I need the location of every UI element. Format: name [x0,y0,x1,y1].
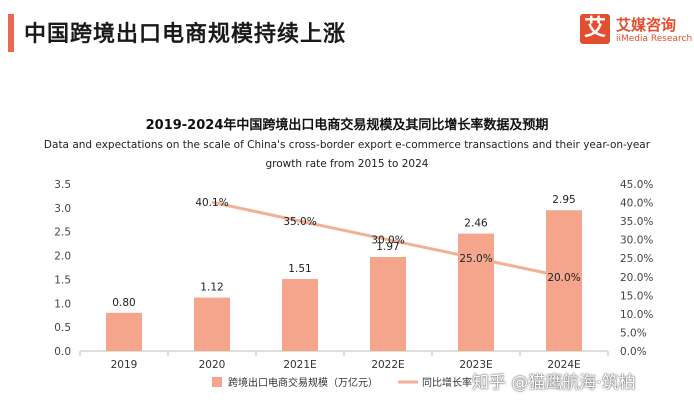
bar [282,278,318,351]
bar [106,312,142,351]
x-axis-category-label: 2021E [283,359,316,371]
x-axis-category-label: 2019 [111,359,138,371]
watermark: 知乎 @猫鹰航海·筑柏 [472,373,636,393]
y-left-tick-label: 2.0 [54,251,71,263]
legend-bar-label: 跨境出口电商交易规模（万亿元） [228,376,378,389]
growth-rate-label: 35.0% [283,216,316,228]
legend-line-label: 同比增长率 [422,376,472,389]
y-left-tick-label: 3.0 [54,203,71,215]
y-right-tick-label: 10.0% [620,309,653,321]
x-axis-category-label: 2022E [371,359,404,371]
title-accent-bar [8,14,14,52]
bar-value-label: 2.95 [552,194,575,206]
y-right-tick-label: 20.0% [620,272,653,284]
bar [194,297,230,351]
chart-subtitle: Data and expectations on the scale of Ch… [43,139,651,170]
growth-rate-label: 40.1% [195,197,228,209]
growth-rate-line [211,200,565,279]
iimedia-logo: 艾 艾媒咨询 iiMedia Research [576,12,694,52]
chart-title: 2019-2024年中国跨境出口电商交易规模及其同比增长率数据及预期 [145,118,549,133]
growth-rate-label: 25.0% [459,253,492,265]
y-left-tick-label: 2.5 [54,227,71,239]
y-right-tick-label: 45.0% [620,179,653,191]
bar-value-label: 1.51 [288,263,311,275]
y-left-tick-label: 1.5 [54,274,71,286]
y-right-tick-label: 35.0% [620,216,653,228]
growth-rate-label: 30.0% [371,235,404,247]
logo-text-en: iiMedia Research [616,34,693,44]
y-right-tick-label: 0.0% [620,346,647,358]
y-left-tick-label: 0.0 [54,346,71,358]
y-right-tick-label: 25.0% [620,253,653,265]
logo-text-cn: 艾媒咨询 [616,16,677,34]
y-right-tick-label: 40.0% [620,198,653,210]
bar-value-label: 2.46 [464,218,488,230]
growth-rate-label: 20.0% [547,272,580,284]
legend-bar-swatch [212,377,222,387]
y-left-tick-label: 0.5 [54,322,71,334]
bar [458,233,494,351]
bar-value-label: 0.80 [112,297,135,309]
header: 中国跨境出口电商规模持续上涨 艾 艾媒咨询 iiMedia Research [0,0,694,62]
y-right-tick-label: 15.0% [620,290,653,302]
y-right-tick-label: 5.0% [620,327,647,339]
bar [546,210,582,351]
x-axis-category-label: 2020 [199,359,226,371]
bar-value-label: 1.12 [200,282,223,294]
bar-value-label: 1.97 [376,241,399,253]
x-axis-category-label: 2023E [459,359,492,371]
page-title: 中国跨境出口电商规模持续上涨 [24,22,347,47]
y-left-tick-label: 3.5 [54,179,71,191]
y-right-tick-label: 30.0% [620,235,653,247]
logo-mark-icon: 艾 [580,14,610,44]
y-left-tick-label: 1.0 [54,298,71,310]
bar [370,257,406,351]
x-axis-category-label: 2024E [547,359,580,371]
